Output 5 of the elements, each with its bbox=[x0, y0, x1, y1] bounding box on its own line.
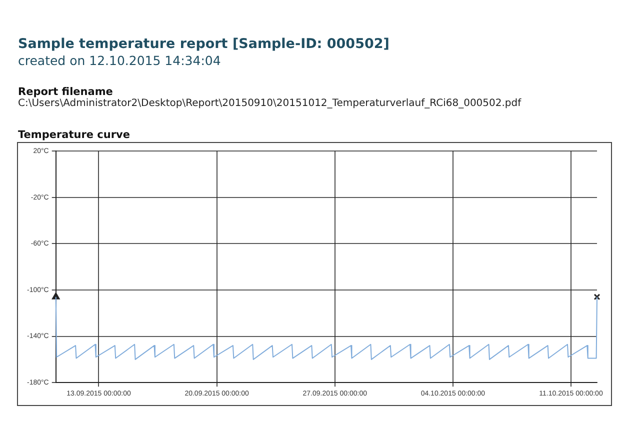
text: Report filename bbox=[18, 86, 113, 98]
chart-title: Sample temperature report [Sample-ID: 000502] bbox=[18, 36, 390, 52]
text: C:\Users\Administrator2\Desktop\Report\20150910\20151012_Temperaturverlauf_RCi68_000502.pdf bbox=[18, 98, 522, 109]
text: Temperature curve bbox=[18, 129, 130, 141]
chart-subtitle: created on 12.10.2015 14:34:04 bbox=[18, 53, 221, 68]
